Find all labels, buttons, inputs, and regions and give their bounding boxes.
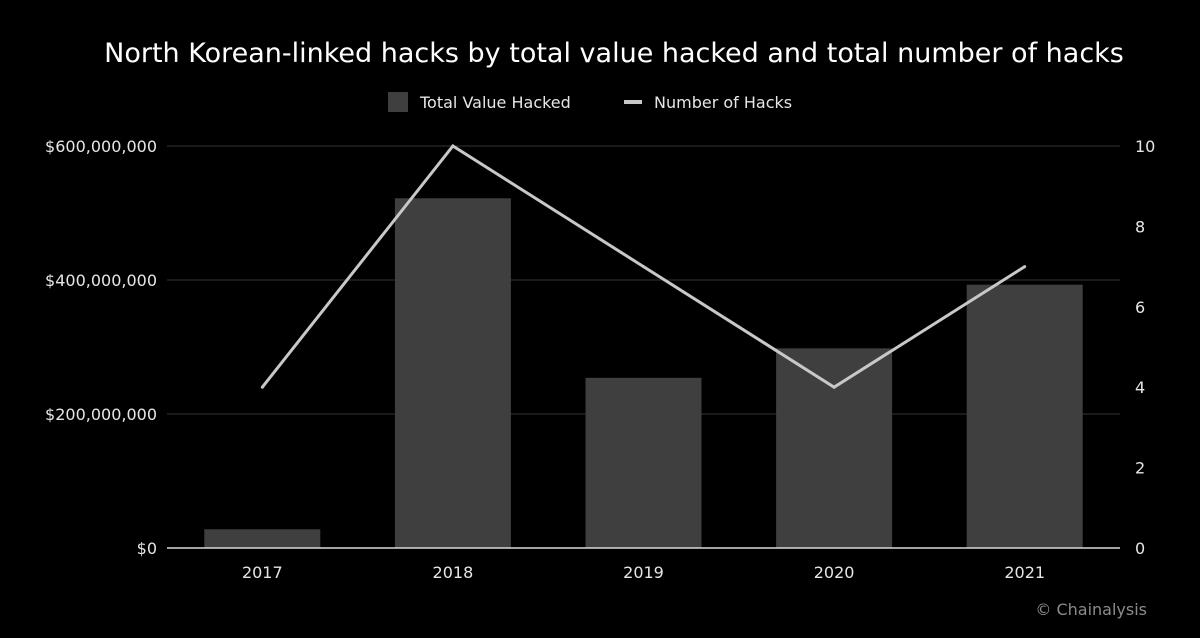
left-tick-label: $0 — [137, 539, 157, 558]
bar-2020 — [776, 348, 893, 548]
bars — [204, 198, 1083, 548]
credit-text: © Chainalysis — [1035, 600, 1147, 619]
legend: Total Value Hacked Number of Hacks — [388, 92, 792, 112]
hacks-point-2018 — [451, 144, 455, 148]
left-axis-ticks: $0 $200,000,000 $400,000,000 $600,000,000 — [45, 137, 157, 558]
x-tick-label: 2021 — [1004, 563, 1045, 582]
hacks-point-2017 — [260, 385, 264, 389]
right-axis-ticks: 0 2 4 6 8 10 — [1135, 137, 1155, 558]
bar-2021 — [966, 284, 1083, 548]
legend-label-number-of-hacks: Number of Hacks — [654, 93, 792, 112]
bar-2018 — [394, 198, 511, 548]
hacks-point-2021 — [1023, 265, 1027, 269]
right-tick-label: 4 — [1135, 378, 1145, 397]
x-tick-label: 2017 — [242, 563, 283, 582]
right-tick-label: 10 — [1135, 137, 1155, 156]
left-tick-label: $200,000,000 — [45, 405, 157, 424]
x-tick-label: 2018 — [433, 563, 474, 582]
bar-2017 — [204, 529, 321, 548]
left-tick-label: $400,000,000 — [45, 271, 157, 290]
legend-label-total-value: Total Value Hacked — [419, 93, 571, 112]
x-tick-label: 2020 — [814, 563, 855, 582]
right-tick-label: 8 — [1135, 217, 1145, 236]
legend-swatch-total-value — [388, 92, 408, 112]
hacks-point-2020 — [832, 385, 836, 389]
right-tick-label: 6 — [1135, 298, 1145, 317]
hacks-line — [260, 144, 1027, 389]
right-tick-label: 0 — [1135, 539, 1145, 558]
right-tick-label: 2 — [1135, 459, 1145, 478]
bar-2019 — [585, 377, 702, 548]
x-tick-label: 2019 — [623, 563, 664, 582]
legend-swatch-number-of-hacks — [624, 100, 642, 104]
left-tick-label: $600,000,000 — [45, 137, 157, 156]
chart-title: North Korean-linked hacks by total value… — [104, 38, 1124, 69]
hacks-point-2019 — [642, 265, 645, 269]
x-axis-ticks: 2017 2018 2019 2020 2021 — [242, 563, 1045, 582]
